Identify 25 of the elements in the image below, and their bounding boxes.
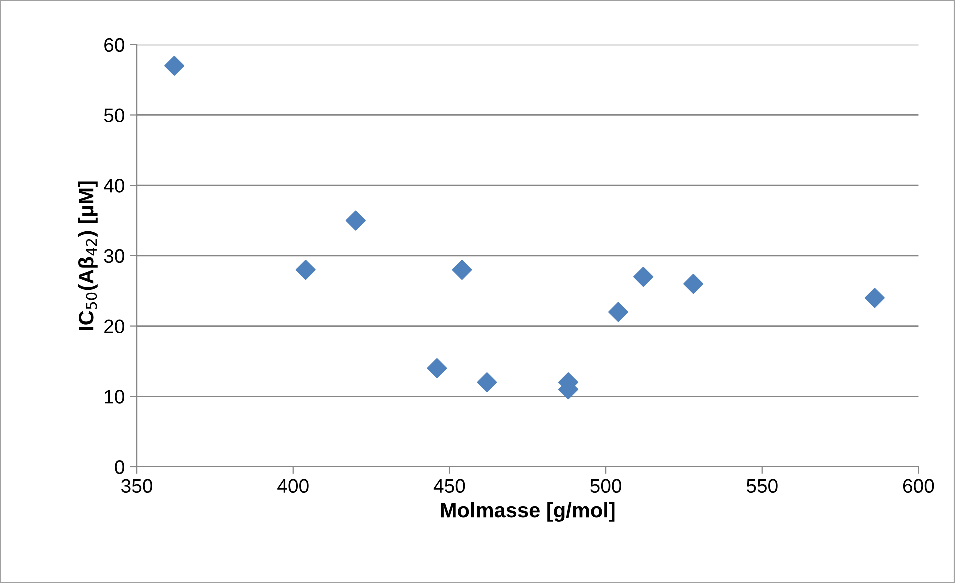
point bbox=[296, 260, 316, 280]
y-axis-title: IC$_{50}$(Aβ$_{42}$) [μM] bbox=[78, 182, 98, 330]
x-axis-title: Molmasse [g/mol] bbox=[441, 502, 615, 522]
y-tick-label: 50 bbox=[104, 108, 124, 122]
point bbox=[477, 372, 498, 393]
y-tick-label: 60 bbox=[104, 38, 124, 52]
y-tick-label: 0 bbox=[115, 460, 124, 474]
point bbox=[864, 288, 885, 308]
point bbox=[427, 358, 448, 379]
x-tick-label: 400 bbox=[278, 479, 309, 494]
y-tick-label: 30 bbox=[104, 249, 124, 264]
y-tick-label: 20 bbox=[104, 320, 124, 334]
point bbox=[684, 274, 704, 294]
y-tick-label: 10 bbox=[105, 390, 124, 404]
x-tick-label: 350 bbox=[122, 479, 153, 494]
x-tick-label: 500 bbox=[590, 479, 622, 494]
point bbox=[346, 210, 366, 231]
point bbox=[634, 267, 654, 288]
x-tick-label: 550 bbox=[746, 479, 778, 494]
point bbox=[164, 56, 185, 76]
x-tick-label: 450 bbox=[434, 479, 466, 494]
y-tick-label: 40 bbox=[104, 179, 124, 193]
point bbox=[452, 260, 472, 280]
point bbox=[608, 302, 629, 322]
x-tick-label: 600 bbox=[903, 479, 934, 494]
